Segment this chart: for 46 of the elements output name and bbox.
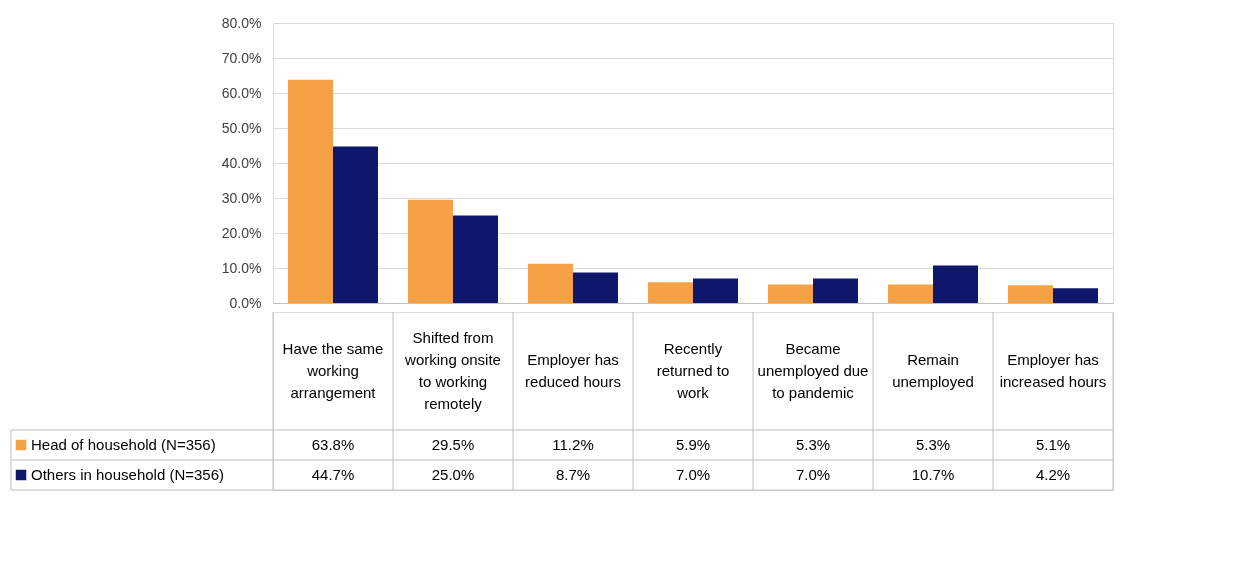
y-tick-label: 70.0% — [221, 49, 262, 66]
x-tick-label: Have the same working arrangement — [282, 340, 384, 401]
bar — [813, 278, 858, 303]
bar — [408, 199, 453, 303]
x-tick-label: Became unemployed due to pandemic — [757, 340, 869, 401]
y-tick-label: 0.0% — [229, 294, 262, 311]
bar — [1053, 288, 1098, 303]
y-tick-label: 10.0% — [221, 259, 262, 276]
x-tick-label: Shifted from working onsite to working remotely — [404, 329, 501, 412]
data-label: 29.5% — [431, 436, 475, 453]
data-label: 4.2% — [1035, 466, 1071, 483]
bar — [288, 79, 333, 303]
bar — [768, 284, 813, 303]
data-label: 44.7% — [311, 466, 355, 483]
bar — [528, 263, 573, 303]
data-label: 7.0% — [795, 466, 831, 483]
bar — [648, 282, 693, 303]
legend-label: Head of household (N=356) — [31, 436, 216, 453]
bar — [333, 146, 378, 303]
y-tick-label: 60.0% — [221, 84, 262, 101]
y-tick-label: 20.0% — [221, 224, 262, 241]
data-label: 7.0% — [675, 466, 711, 483]
x-tick-label: Employer has reduced hours — [525, 351, 621, 390]
data-label: 11.2% — [552, 436, 594, 453]
data-label: 25.0% — [431, 466, 475, 483]
data-label: 8.7% — [555, 466, 591, 483]
bar — [888, 284, 933, 303]
bar — [933, 265, 978, 303]
data-label: 5.9% — [675, 436, 711, 453]
x-tick-label: Remain unemployed — [892, 351, 974, 390]
y-tick-label: 50.0% — [221, 119, 262, 136]
x-tick-label: Recently returned to work — [656, 340, 730, 401]
bar — [693, 278, 738, 303]
bar — [1008, 285, 1053, 303]
data-label: 5.3% — [795, 436, 831, 453]
data-label: 63.8% — [311, 436, 355, 453]
data-label: 10.7% — [911, 466, 955, 483]
y-tick-label: 30.0% — [221, 189, 262, 206]
legend-label: Others in household (N=356) — [31, 466, 225, 483]
data-label: 5.3% — [915, 436, 951, 453]
data-label: 5.1% — [1035, 436, 1071, 453]
x-tick-label: Employer has increased hours — [999, 351, 1107, 390]
bar — [453, 215, 498, 303]
bar — [573, 272, 618, 303]
y-tick-label: 40.0% — [221, 154, 262, 171]
y-tick-label: 80.0% — [221, 14, 262, 31]
